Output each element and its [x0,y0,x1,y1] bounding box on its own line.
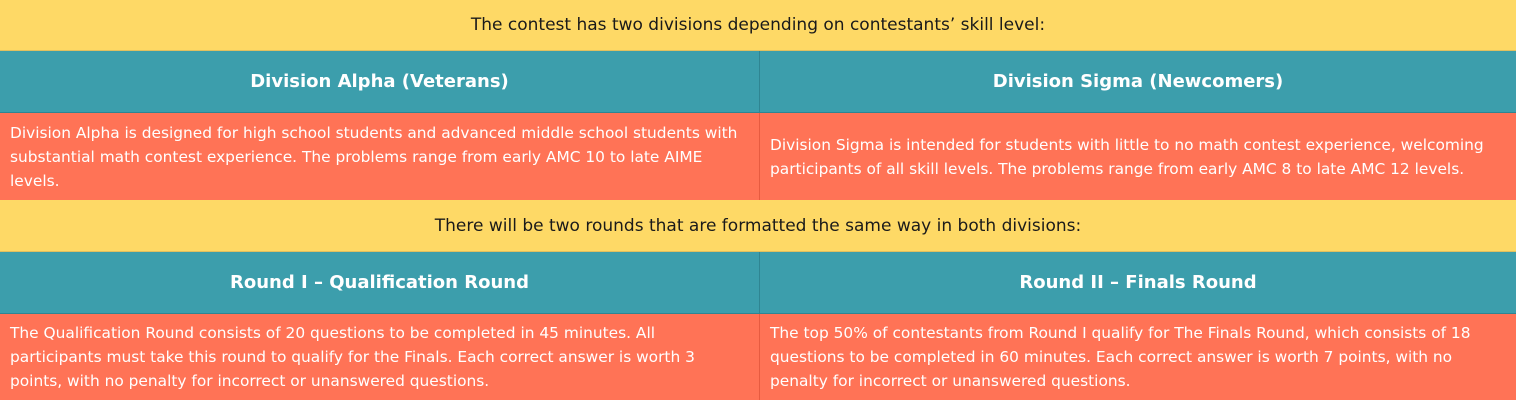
round-one-header: Round I – Qualification Round [0,252,760,314]
round-two-cell: The top 50% of contestants from Round I … [760,314,1516,400]
division-alpha-description: Division Alpha is designed for high scho… [10,123,738,190]
round-two-description: The top 50% of contestants from Round I … [770,324,1471,390]
division-sigma-header: Division Sigma (Newcomers) [760,51,1516,113]
round-two-header: Round II – Finals Round [760,252,1516,314]
rounds-intro-text: There will be two rounds that are format… [434,215,1082,236]
divisions-table: Division Alpha (Veterans) Division Sigma… [0,51,1516,200]
divisions-intro-banner: The contest has two divisions depending … [0,0,1516,51]
divisions-intro-text: The contest has two divisions depending … [470,15,1046,35]
round-one-cell: The Qualification Round consists of 20 q… [0,314,760,400]
rounds-table: Round I – Qualification Round Round II –… [0,252,1516,400]
round-two-title: Round II – Finals Round [1019,272,1257,293]
round-one-description: The Qualification Round consists of 20 q… [10,324,695,390]
division-alpha-header: Division Alpha (Veterans) [0,51,760,113]
division-sigma-title: Division Sigma (Newcomers) [992,71,1284,92]
division-alpha-title: Division Alpha (Veterans) [250,71,509,92]
round-one-title: Round I – Qualification Round [230,272,529,293]
rounds-intro-banner: There will be two rounds that are format… [0,200,1516,252]
division-sigma-cell: Division Sigma is intended for students … [760,113,1516,200]
division-sigma-description: Division Sigma is intended for students … [770,135,1484,178]
division-alpha-cell: Division Alpha is designed for high scho… [0,113,760,200]
